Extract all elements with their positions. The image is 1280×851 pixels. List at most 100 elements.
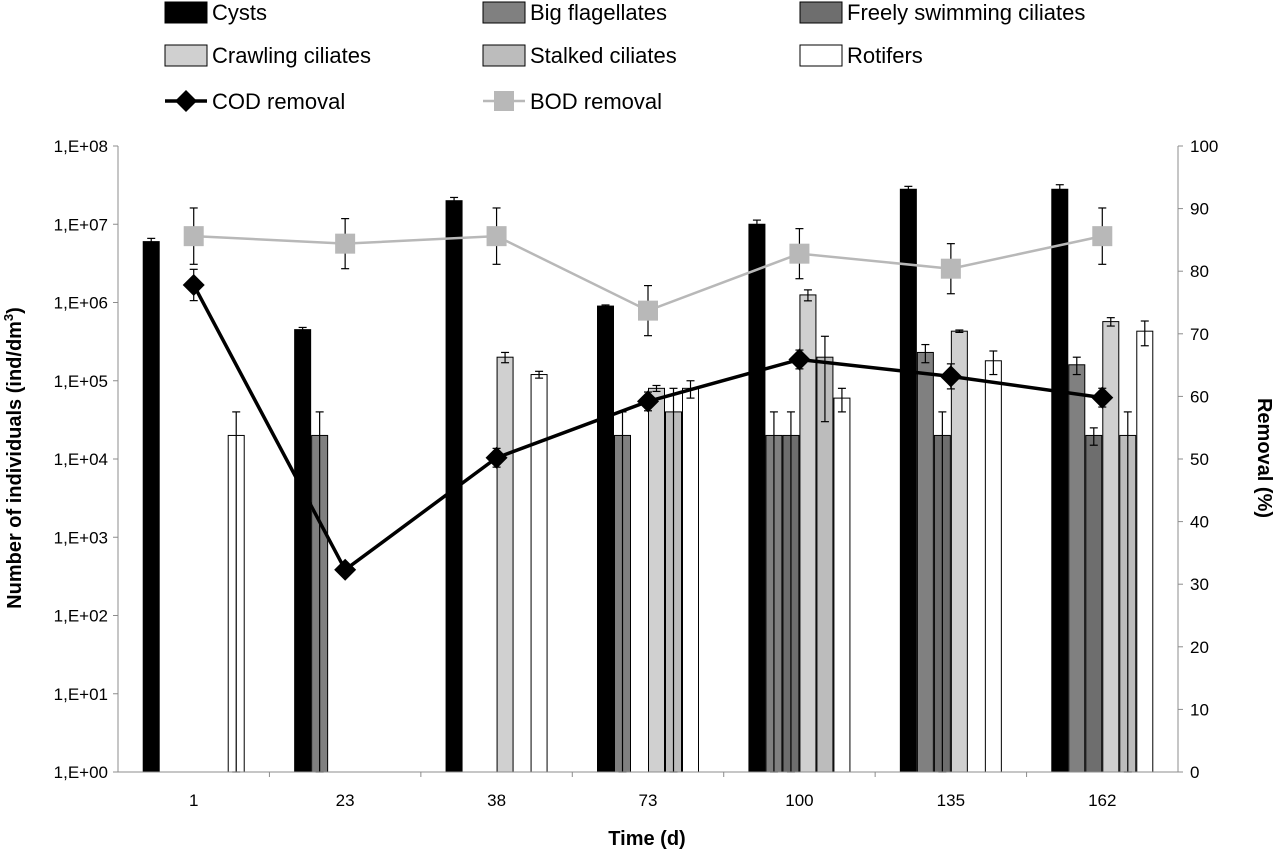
y-left-tick-label: 1,E+02 <box>54 607 108 626</box>
y-left-tick-label: 1,E+06 <box>54 294 108 313</box>
error-bar-rotifers-135 <box>989 350 998 376</box>
legend-item-big-flagellates: Big flagellates <box>482 0 667 25</box>
y-right-tick-label: 0 <box>1190 763 1199 782</box>
y-right-tick-label: 70 <box>1190 325 1209 344</box>
y-left-tick-label: 1,E+08 <box>54 137 108 156</box>
error-bar-cysts-1 <box>147 237 156 246</box>
point-bod-removal-38 <box>486 226 507 247</box>
lines-layer <box>182 207 1114 581</box>
x-axis-title: Time (d) <box>608 828 685 850</box>
y-left-tick-label: 1,E+07 <box>54 215 108 234</box>
error-bar-stalked-ciliates-100 <box>820 335 829 423</box>
bar-crawling-ciliates-162 <box>1102 321 1120 773</box>
bar-series-rotifers <box>227 320 1154 773</box>
legend-label-cod-removal: COD removal <box>212 89 345 114</box>
legend-item-cod-removal: COD removal <box>165 89 345 114</box>
legend-marker-cod-removal <box>175 90 197 112</box>
legend-marker-bod-removal <box>494 91 514 111</box>
x-tick-label: 23 <box>336 791 355 810</box>
y-right-tick-label: 90 <box>1190 200 1209 219</box>
point-cod-removal-38 <box>485 446 508 469</box>
y-right-tick-label: 60 <box>1190 387 1209 406</box>
error-bar-cysts-100 <box>752 219 761 230</box>
y-axis-left-title: Number of individuals (ind/dm3) <box>1 307 26 609</box>
error-bar-rotifers-162 <box>1140 320 1149 347</box>
point-bod-removal-1 <box>183 226 204 247</box>
x-tick-label: 73 <box>639 791 658 810</box>
point-bod-removal-162 <box>1092 226 1113 247</box>
bar-cysts-23 <box>294 329 312 773</box>
legend-swatch-freely-swimming-ciliates <box>799 1 843 24</box>
y-axis-right-title: Removal (%) <box>1253 398 1275 518</box>
y-right-tick-label: 50 <box>1190 450 1209 469</box>
y-right-tick-label: 100 <box>1190 137 1218 156</box>
legend-swatch-cysts <box>164 1 208 24</box>
point-bod-removal-23 <box>335 233 356 254</box>
point-cod-removal-100 <box>788 348 811 371</box>
error-bar-cysts-135 <box>904 185 913 194</box>
point-cod-removal-73 <box>637 390 659 413</box>
point-bod-removal-100 <box>789 243 810 264</box>
legend-swatch-stalked-ciliates <box>482 44 526 67</box>
bar-cysts-100 <box>748 223 766 773</box>
bar-crawling-ciliates-135 <box>950 330 968 773</box>
legend-item-stalked-ciliates: Stalked ciliates <box>482 43 677 68</box>
legend-item-freely-swimming-ciliates: Freely swimming ciliates <box>799 0 1085 25</box>
error-bar-crawling-ciliates-162 <box>1106 317 1115 327</box>
y-right-tick-label: 30 <box>1190 575 1209 594</box>
bar-rotifers-135 <box>984 360 1002 773</box>
bar-cysts-162 <box>1051 188 1069 773</box>
point-bod-removal-135 <box>940 258 961 279</box>
error-bar-cysts-73 <box>601 304 610 308</box>
line-series-bod-removal <box>183 207 1113 337</box>
y-left-tick-label: 1,E+03 <box>54 528 108 547</box>
error-bar-rotifers-100 <box>837 387 846 413</box>
bar-series-stalked-ciliates <box>665 335 1137 773</box>
bar-rotifers-100 <box>833 397 851 773</box>
error-bar-cysts-38 <box>450 196 459 205</box>
bar-big-flagellates-135 <box>916 351 934 773</box>
x-tick-label: 135 <box>937 791 965 810</box>
bar-cysts-135 <box>899 188 917 773</box>
y-right-tick-label: 20 <box>1190 638 1209 657</box>
y-left-tick-label: 1,E+01 <box>54 685 108 704</box>
legend-swatch-big-flagellates <box>482 1 526 24</box>
legend-swatch-crawling-ciliates <box>164 44 208 67</box>
bar-crawling-ciliates-73 <box>648 387 665 773</box>
bar-series-crawling-ciliates <box>496 289 1120 773</box>
y-right-tick-label: 40 <box>1190 513 1209 532</box>
y-left-tick-label: 1,E+05 <box>54 372 108 391</box>
error-bar-big-flagellates-135 <box>921 343 930 364</box>
point-cod-removal-162 <box>1091 386 1114 409</box>
legend-swatch-rotifers <box>799 44 843 67</box>
error-bar-cysts-23 <box>298 326 307 333</box>
bar-freely-swimming-ciliates-162 <box>1085 434 1103 773</box>
error-bar-big-flagellates-162 <box>1072 356 1081 376</box>
x-tick-label: 38 <box>487 791 506 810</box>
legend-item-bod-removal: BOD removal <box>483 89 662 114</box>
bar-rotifers-73 <box>682 387 699 773</box>
legend-label-bod-removal: BOD removal <box>530 89 662 114</box>
bar-big-flagellates-162 <box>1068 364 1086 773</box>
bar-rotifers-38 <box>530 374 548 773</box>
error-bar-rotifers-38 <box>535 370 544 379</box>
error-bar-crawling-ciliates-100 <box>803 289 812 302</box>
bar-rotifers-162 <box>1136 330 1154 773</box>
error-bar-crawling-ciliates-38 <box>501 351 510 364</box>
y-left-tick-label: 1,E+00 <box>54 763 108 782</box>
legend-label-rotifers: Rotifers <box>847 43 923 68</box>
legend-label-freely-swimming-ciliates: Freely swimming ciliates <box>847 0 1085 25</box>
y-right-tick-label: 80 <box>1190 262 1209 281</box>
y-left-tick-label: 1,E+04 <box>54 450 108 469</box>
legend: Cysts Big flagellates Freely swimming cili… <box>164 0 1085 114</box>
bar-cysts-1 <box>142 241 160 773</box>
x-tick-label: 162 <box>1088 791 1116 810</box>
legend-label-stalked-ciliates: Stalked ciliates <box>530 43 677 68</box>
point-cod-removal-23 <box>334 558 357 581</box>
legend-label-big-flagellates: Big flagellates <box>530 0 667 25</box>
bar-cysts-73 <box>597 305 614 773</box>
point-bod-removal-73 <box>638 300 658 321</box>
bar-crawling-ciliates-38 <box>496 356 514 773</box>
line-series-cod-removal <box>182 268 1114 581</box>
